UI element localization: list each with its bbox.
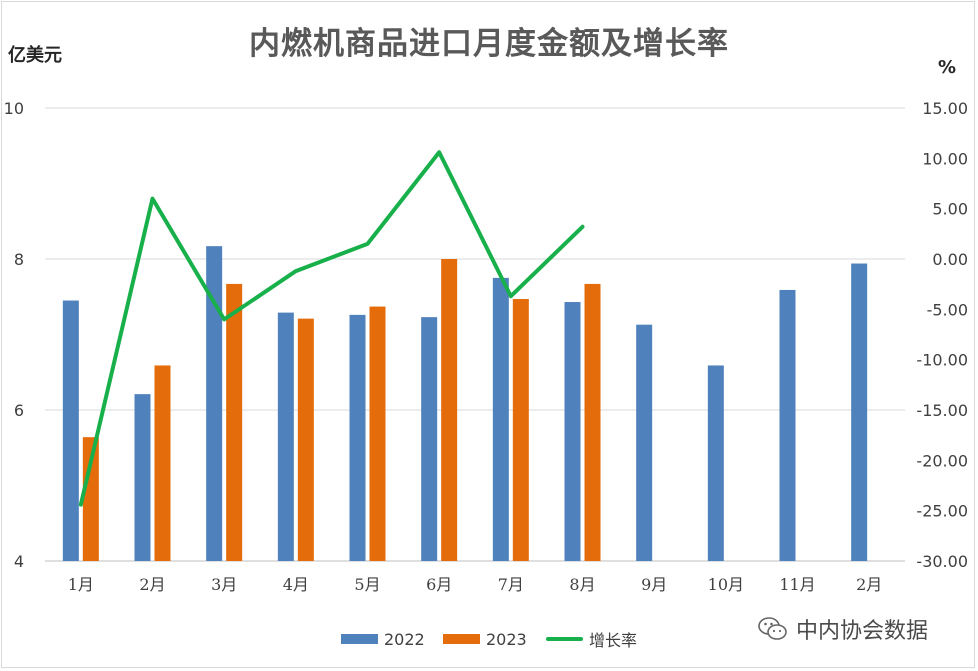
right-tick-label: -10.00: [916, 351, 968, 370]
x-tick-label: 8月: [569, 575, 595, 594]
bar-2023: [226, 283, 243, 561]
bar-2022: [349, 314, 366, 561]
left-tick-label: 4: [14, 552, 24, 571]
x-tick-label: 3月: [211, 575, 237, 594]
bar-2022: [492, 277, 509, 561]
x-tick-label: 2月: [856, 575, 882, 594]
x-tick-label: 5月: [354, 575, 380, 594]
bar-2023: [369, 306, 386, 561]
right-tick-label: -25.00: [916, 502, 968, 521]
chart-title: 内燃机商品进口月度金额及增长率: [249, 26, 729, 62]
wechat-icon: [758, 617, 787, 640]
legend-item-2023: 2023: [443, 626, 527, 652]
bar-2022: [277, 312, 294, 561]
right-tick-label: 15.00: [922, 99, 968, 118]
right-tick-label: -5.00: [927, 300, 968, 319]
right-axis-unit: %: [938, 57, 957, 78]
bar-2023: [154, 365, 171, 561]
legend-item-growth: 增长率: [546, 626, 637, 652]
bar-2023: [512, 299, 529, 561]
x-tick-label: 10月: [708, 575, 744, 594]
right-tick-label: 0.00: [932, 250, 968, 269]
bar-2023: [82, 437, 99, 561]
left-tick-label: 8: [14, 250, 24, 269]
right-tick-label: -20.00: [916, 451, 968, 470]
bar-2022: [134, 394, 151, 561]
bar-2022: [206, 246, 223, 562]
x-tick-label: 4月: [283, 575, 309, 594]
legend: 2022 2023 增长率: [0, 626, 978, 652]
bar-2022: [851, 263, 868, 561]
right-tick-label: 10.00: [922, 149, 968, 168]
legend-item-2022: 2022: [341, 626, 425, 652]
x-tick-label: 2月: [139, 575, 165, 594]
x-tick-label: 7月: [498, 575, 524, 594]
x-tick-label: 11月: [779, 575, 815, 594]
right-tick-label: -15.00: [916, 401, 968, 420]
bar-2023: [297, 318, 314, 561]
watermark: 中内协会数据: [758, 612, 928, 646]
x-tick-label: 9月: [641, 575, 667, 594]
left-tick-label: 6: [14, 401, 24, 420]
bar-2022: [636, 324, 653, 561]
bar-2022: [779, 289, 796, 561]
legend-swatch-2022: [341, 634, 378, 644]
legend-label-2022: 2022: [384, 629, 425, 649]
bar-2022: [62, 300, 79, 561]
legend-label-2023: 2023: [486, 629, 527, 649]
x-tick-label: 1月: [68, 575, 94, 594]
legend-swatch-2023: [443, 634, 480, 644]
left-axis-unit: 亿美元: [8, 45, 62, 66]
x-tick-label: 6月: [426, 575, 452, 594]
legend-label-growth: 增长率: [589, 631, 638, 650]
watermark-text: 中内协会数据: [796, 619, 929, 644]
bar-2023: [441, 259, 458, 561]
growth-rate-line: [78, 150, 585, 507]
right-tick-label: -30.00: [916, 552, 968, 571]
right-tick-label: 5.00: [932, 200, 968, 219]
legend-swatch-growth: [546, 637, 583, 641]
bar-2023: [584, 283, 601, 561]
bar-2022: [707, 365, 724, 561]
bar-2022: [421, 317, 438, 561]
left-tick-label: 10: [4, 99, 24, 118]
bar-2022: [564, 302, 581, 561]
